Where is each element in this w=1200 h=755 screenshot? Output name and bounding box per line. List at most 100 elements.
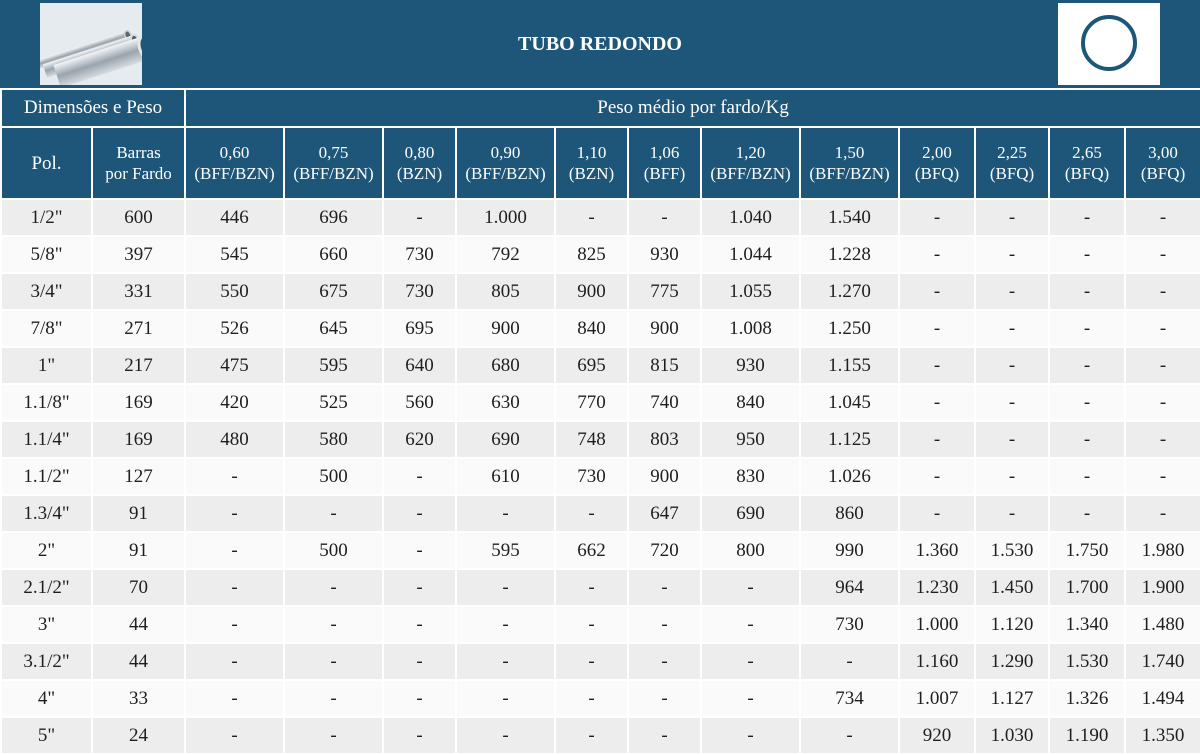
cell-weight: - (382, 679, 458, 718)
cell-barras: 600 (90, 198, 187, 237)
cell-weight: - (898, 383, 977, 422)
cell-pol: 2.1/2" (0, 568, 93, 607)
cell-weight: 900 (554, 272, 630, 311)
column-header-thickness: 1,06 (BFF) (627, 126, 703, 200)
cell-barras: 271 (90, 309, 187, 348)
cell-weight: 1.160 (898, 642, 977, 681)
cell-weight: - (627, 198, 703, 237)
column-header-row: Pol. Barras por Fardo 0,60 (BFF/BZN) 0,75 (B… (0, 126, 1200, 200)
column-header-finish-code: (BFQ) (989, 164, 1035, 183)
column-header-thickness: 1,20 (BFF/BZN) (700, 126, 802, 200)
cell-weight: 475 (184, 346, 286, 385)
cell-weight: - (184, 716, 286, 755)
cell-pol: 1.1/4" (0, 420, 93, 459)
column-header-finish-code: (BFQ) (1140, 164, 1186, 183)
group-header-row: Dimensões e Peso Peso médio por fardo/Kg (0, 88, 1200, 128)
cell-barras: 91 (90, 494, 187, 533)
cell-weight: 640 (382, 346, 458, 385)
cell-weight: 748 (554, 420, 630, 459)
column-header-thickness-value: 2,65 (1072, 143, 1102, 162)
page-title: TUBO REDONDO (518, 33, 682, 55)
column-header-thickness-value: 1,20 (735, 143, 766, 162)
cell-weight: 446 (184, 198, 286, 237)
column-header-finish-code: (BFF/BZN) (710, 164, 791, 183)
cell-weight: 1.007 (898, 679, 977, 718)
logo-box (1058, 3, 1160, 85)
cell-weight: - (974, 309, 1051, 348)
column-header-thickness-value: 3,00 (1148, 143, 1178, 162)
column-header-finish-code: (BFF/BZN) (194, 164, 275, 183)
cell-weight: - (627, 642, 703, 681)
cell-pol: 3/4" (0, 272, 93, 311)
column-header-thickness: 2,25 (BFQ) (974, 126, 1051, 200)
table-row: 1.1/8" 169 420 525 560 630 770 740 840 1.045- - - - (0, 383, 1200, 422)
cell-weight: - (974, 272, 1051, 311)
cell-weight: 1.000 (455, 198, 557, 237)
cell-weight: 730 (382, 272, 458, 311)
column-header-thickness: 1,50 (BFF/BZN) (799, 126, 901, 200)
cell-weight: 803 (627, 420, 703, 459)
column-header-thickness-value: 2,25 (997, 143, 1027, 162)
cell-weight: 696 (283, 198, 385, 237)
cell-weight: - (974, 235, 1051, 274)
cell-weight: 695 (382, 309, 458, 348)
cell-weight: 420 (184, 383, 286, 422)
table-row: 5/8" 397 545 660 730 792 825 930 1.044 1.228- - - - (0, 235, 1200, 274)
table-row: 1.1/2" 127-500-610 730 900 830 1.026- - - - (0, 457, 1200, 496)
cell-weight: - (455, 716, 557, 755)
cell-weight: 662 (554, 531, 630, 570)
cell-weight: - (1124, 198, 1200, 237)
round-tube-circle-icon (1081, 15, 1137, 71)
cell-weight: - (455, 568, 557, 607)
cell-weight: - (898, 346, 977, 385)
column-header-barras-line1: Barras (116, 143, 161, 162)
round-tubes-photo (40, 3, 142, 85)
cell-weight: 1.900 (1124, 568, 1200, 607)
column-header-finish-code: (BFQ) (1064, 164, 1110, 183)
cell-weight: 1.270 (799, 272, 901, 311)
cell-pol: 2" (0, 531, 93, 570)
cell-weight: 1.530 (1048, 642, 1127, 681)
cell-weight: 990 (799, 531, 901, 570)
cell-weight: 1.000 (898, 605, 977, 644)
cell-weight: - (1048, 457, 1127, 496)
cell-weight: 1.530 (974, 531, 1051, 570)
column-header-barras: Barras por Fardo (90, 126, 187, 200)
cell-pol: 1.1/2" (0, 457, 93, 496)
cell-weight: 1.750 (1048, 531, 1127, 570)
cell-weight: - (898, 309, 977, 348)
cell-weight: 680 (455, 346, 557, 385)
cell-weight: 1.250 (799, 309, 901, 348)
cell-pol: 5/8" (0, 235, 93, 274)
cell-weight: 840 (700, 383, 802, 422)
table-row: 3.1/2" 44- - - - - - - -1.160 1.290 1.530 1.740 (0, 642, 1200, 681)
cell-weight: - (283, 679, 385, 718)
cell-barras: 24 (90, 716, 187, 755)
cell-weight: 1.125 (799, 420, 901, 459)
column-header-thickness-value: 1,06 (649, 143, 680, 162)
cell-weight: - (184, 605, 286, 644)
cell-weight: - (382, 568, 458, 607)
cell-weight: 550 (184, 272, 286, 311)
cell-weight: - (554, 679, 630, 718)
column-header-thickness-value: 0,90 (490, 143, 521, 162)
cell-weight: 610 (455, 457, 557, 496)
cell-weight: - (1048, 494, 1127, 533)
cell-weight: 1.740 (1124, 642, 1200, 681)
cell-weight: - (283, 605, 385, 644)
cell-weight: - (1048, 346, 1127, 385)
cell-weight: 900 (455, 309, 557, 348)
column-header-thickness: 0,90 (BFF/BZN) (455, 126, 557, 200)
weight-table: Dimensões e Peso Peso médio por fardo/Kg… (0, 88, 1200, 755)
cell-weight: - (382, 198, 458, 237)
cell-weight: 1.040 (700, 198, 802, 237)
cell-weight: - (1124, 309, 1200, 348)
cell-weight: 792 (455, 235, 557, 274)
cell-weight: - (184, 531, 286, 570)
cell-weight: 1.290 (974, 642, 1051, 681)
cell-weight: 730 (382, 235, 458, 274)
column-header-finish-code: (BFF/BZN) (465, 164, 546, 183)
cell-weight: - (1124, 383, 1200, 422)
cell-weight: - (554, 642, 630, 681)
